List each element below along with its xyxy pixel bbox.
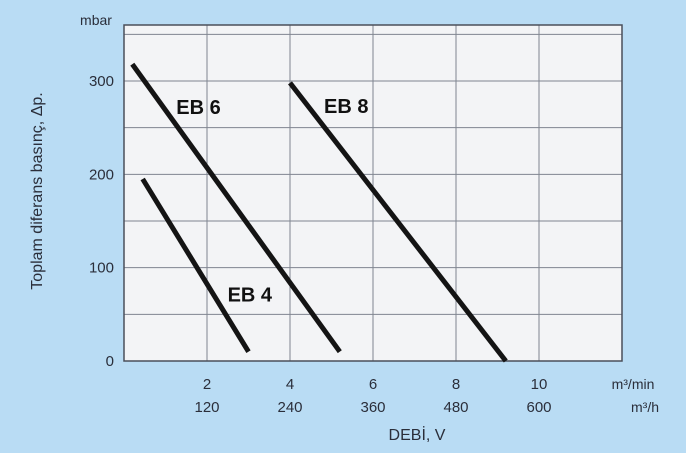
series-line-eb-6 <box>130 62 342 354</box>
x-axis-title: DEBİ, V <box>389 425 446 444</box>
x-tick-label-h: 120 <box>194 399 219 416</box>
y-tick-label: 200 <box>89 166 114 183</box>
x-tick-label-min: 10 <box>531 376 548 393</box>
x-tick-label-min: 8 <box>452 376 460 393</box>
x-tick-label-min: 4 <box>286 376 294 393</box>
x-tick-label-h: 360 <box>360 399 385 416</box>
y-tick-label: 0 <box>106 353 114 370</box>
ticks: 0 100 200 300 2 120 4 240 6 360 8 480 10 600 <box>89 73 552 416</box>
y-tick-label: 300 <box>89 73 114 90</box>
series-label-eb-8: EB 8 <box>324 96 368 118</box>
x-unit-h-label: m³/h <box>631 399 659 415</box>
y-unit-label: mbar <box>80 12 112 28</box>
grid <box>123 24 623 362</box>
plot-border <box>123 24 623 362</box>
series-layer: EB 4 EB 6 EB 8 <box>130 62 508 363</box>
series-label-eb-6: EB 6 <box>176 97 220 119</box>
x-unit-min-label: m³/min <box>612 376 655 392</box>
x-tick-label-h: 480 <box>443 399 468 416</box>
y-axis-title: Toplam diferans basınç, Δp. <box>29 92 46 289</box>
series-label-eb-4: EB 4 <box>228 284 273 306</box>
series-line-eb-8 <box>288 81 508 363</box>
x-tick-label-h: 600 <box>526 399 551 416</box>
x-tick-label-h: 240 <box>277 399 302 416</box>
y-tick-label: 100 <box>89 260 114 277</box>
x-tick-label-min: 6 <box>369 376 377 393</box>
series-line-eb-4 <box>140 177 251 353</box>
x-tick-label-min: 2 <box>203 376 211 393</box>
